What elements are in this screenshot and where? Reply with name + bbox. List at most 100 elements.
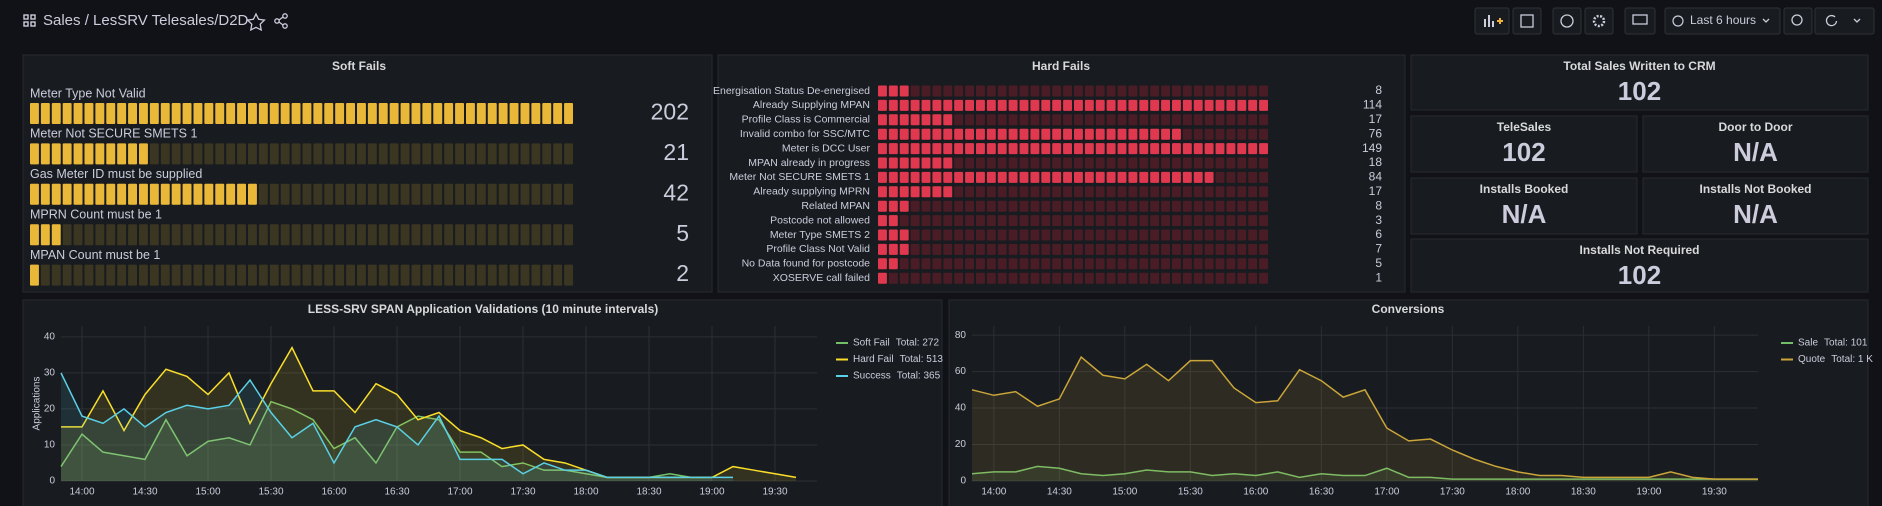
gauge-segment-bg: [997, 243, 1007, 255]
info-button[interactable]: [1552, 7, 1582, 35]
gauge-segment-bg: [302, 224, 312, 246]
gauge-segment-bg: [1248, 85, 1258, 97]
gauge-segment: [921, 114, 931, 126]
gauge-segment-bg: [1106, 85, 1116, 97]
gauge-segment: [888, 99, 898, 111]
gauge-segment-bg: [910, 200, 920, 212]
stat-value: N/A: [1502, 199, 1547, 229]
gauge-segment-bg: [389, 143, 399, 165]
refresh-button[interactable]: [1814, 7, 1875, 35]
gauge-segment: [878, 229, 887, 241]
dashboard-icon[interactable]: [23, 14, 36, 27]
gauge-segment-bg: [444, 224, 454, 246]
panel-title: Conversions: [1372, 302, 1445, 316]
share-button[interactable]: [274, 13, 288, 29]
gauge-segment-bg: [248, 264, 257, 286]
gauge-segment-bg: [1248, 128, 1258, 140]
zoom-out-button[interactable]: [1783, 7, 1813, 35]
gauge-segment-bg: [1019, 186, 1029, 198]
gauge-segment-bg: [1204, 186, 1214, 198]
gauge-segment: [1095, 99, 1105, 111]
gauge-segment-bg: [1052, 258, 1062, 270]
gauge-label: Invalid combo for SSC/MTC: [740, 128, 871, 140]
legend-name: Success: [853, 371, 891, 382]
gauge-segment-bg: [1248, 258, 1258, 270]
gauge-segment-bg: [986, 85, 996, 97]
gauge-segment-bg: [986, 200, 996, 212]
time-caret: [1762, 18, 1770, 23]
legend-value: Total: 101: [1824, 338, 1868, 349]
gauge-segment-bg: [943, 215, 953, 227]
gauge-value: 8: [1375, 198, 1382, 212]
gauge-segment-bg: [997, 186, 1007, 198]
gauge-label: MPAN Count must be 1: [30, 248, 160, 262]
gauge-segment-bg: [400, 224, 410, 246]
gauge-label: Meter Type Not Valid: [30, 86, 146, 100]
gauge-segment-bg: [51, 264, 61, 286]
gauge-segment-bg: [1063, 200, 1072, 212]
dashboard-title[interactable]: Sales / LesSRV Telesales/D2D: [43, 12, 249, 29]
gauge-segment: [62, 183, 72, 205]
gauge-segment-bg: [193, 224, 203, 246]
gauge-segment-bg: [965, 157, 974, 169]
gauge-segment-bg: [1139, 272, 1149, 284]
gauge-segment-bg: [997, 272, 1007, 284]
gauge-segment-bg: [1106, 114, 1116, 126]
gauge-segment: [40, 143, 50, 165]
gauge-segment: [73, 143, 83, 165]
gauge-segment-bg: [1030, 114, 1040, 126]
star-button[interactable]: [246, 12, 266, 32]
gauge-segment-bg: [1095, 85, 1105, 97]
gauge-segment-bg: [932, 215, 942, 227]
gauge-segment: [1063, 99, 1072, 111]
y-tick-label: 60: [955, 366, 967, 377]
gauge-segment: [509, 103, 519, 124]
gauge-segment: [466, 103, 475, 124]
gauge-segment-bg: [1204, 229, 1214, 241]
gauge-segment-bg: [1128, 186, 1138, 198]
gauge-segment-bg: [1074, 186, 1083, 198]
gauge-segment: [921, 157, 931, 169]
gauge-segment-bg: [411, 143, 421, 165]
y-tick-label: 0: [960, 476, 966, 487]
gauge-segment: [932, 128, 942, 140]
gauge-segment: [1041, 171, 1051, 183]
gauge-segment: [40, 224, 50, 246]
tv-mode-button[interactable]: [1624, 7, 1656, 35]
gauge-segment: [542, 103, 552, 124]
gauge-segment-bg: [160, 143, 170, 165]
gauge-segment: [1139, 128, 1149, 140]
gauge-segment-bg: [280, 143, 290, 165]
gauge-bar: [30, 264, 39, 286]
gauge-segment-bg: [248, 143, 257, 165]
gauge-segment-bg: [117, 224, 127, 246]
time-picker[interactable]: [1664, 7, 1781, 35]
gauge-segment-bg: [965, 186, 974, 198]
gauge-segment: [160, 183, 170, 205]
gauge-segment-bg: [204, 264, 214, 286]
gauge-segment-bg: [1095, 200, 1105, 212]
gauge-segment-bg: [1074, 272, 1083, 284]
gauge-segment: [1161, 171, 1170, 183]
gauge-value: 2: [676, 260, 689, 286]
gauge-segment-bg: [976, 229, 985, 241]
gauge-segment: [878, 243, 887, 255]
gauge-segment-bg: [400, 183, 410, 205]
gauge-segment-bg: [422, 224, 432, 246]
gauge-segment-bg: [346, 183, 355, 205]
gauge-segment-bg: [1226, 258, 1236, 270]
save-button[interactable]: [1512, 7, 1542, 35]
gauge-label: MPAN already in progress: [748, 157, 870, 169]
gauge-segment-bg: [1063, 258, 1072, 270]
gauge-segment-bg: [1248, 215, 1258, 227]
area-fill: [972, 466, 1758, 481]
gauge-bar: [878, 157, 953, 169]
gauge-segment-bg: [313, 264, 323, 286]
gauge-segment-bg: [531, 224, 541, 246]
gauge-segment: [40, 103, 50, 124]
gauge-segment: [899, 128, 909, 140]
gauge-segment-bg: [1161, 272, 1170, 284]
legend-value: Total: 365: [897, 371, 941, 382]
gauge-segment: [1226, 143, 1236, 155]
settings-button[interactable]: [1584, 7, 1614, 35]
